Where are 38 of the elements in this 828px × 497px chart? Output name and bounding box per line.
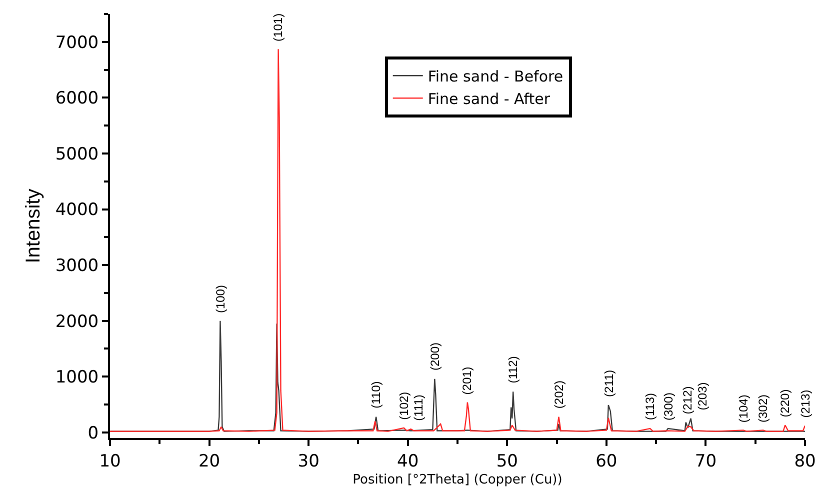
annotation: (212) [680,386,694,414]
annotation: (110) [368,381,383,408]
annotation: (213) [798,390,812,418]
legend-label: Fine sand - Before [428,68,564,86]
x-tick-label: 80 [794,451,816,472]
annotation: (113) [643,393,658,420]
annotation: (220) [778,389,792,418]
annotation: (202) [552,380,566,409]
x-tick-label: 10 [99,451,121,472]
y-tick-label: 4000 [55,200,99,220]
y-tick-label: 2000 [55,312,99,332]
annotation: (211) [602,370,616,397]
annotation: (101) [271,13,286,42]
y-tick-label: 0 [88,423,99,444]
x-tick-label: 40 [397,451,419,472]
y-tick-label: 3000 [55,256,99,276]
y-tick-label: 7000 [55,32,99,53]
y-tick-label: 1000 [55,368,99,388]
legend-label: Fine sand - After [428,90,551,108]
x-tick-label: 50 [496,451,518,472]
x-tick-label: 20 [198,451,220,472]
x-tick-label: 30 [298,451,320,472]
y-tick-label: 6000 [55,88,99,109]
x-axis-title: Position [°2Theta] (Copper (Cu)) [352,472,562,488]
annotation: (300) [661,392,676,421]
annotation: (201) [460,366,474,395]
annotation: (203) [695,382,710,410]
x-tick-label: 70 [694,451,717,472]
annotation: (200) [428,342,442,371]
annotation: (104) [736,394,750,423]
annotation: (102) [396,392,411,420]
annotation: (111) [412,394,426,421]
annotation: (112) [506,356,520,384]
x-tick-label: 60 [596,451,618,472]
y-axis-title: Intensity [22,188,44,264]
y-tick-label: 5000 [55,144,99,164]
annotation: (302) [756,394,770,422]
annotation: (100) [213,285,228,314]
